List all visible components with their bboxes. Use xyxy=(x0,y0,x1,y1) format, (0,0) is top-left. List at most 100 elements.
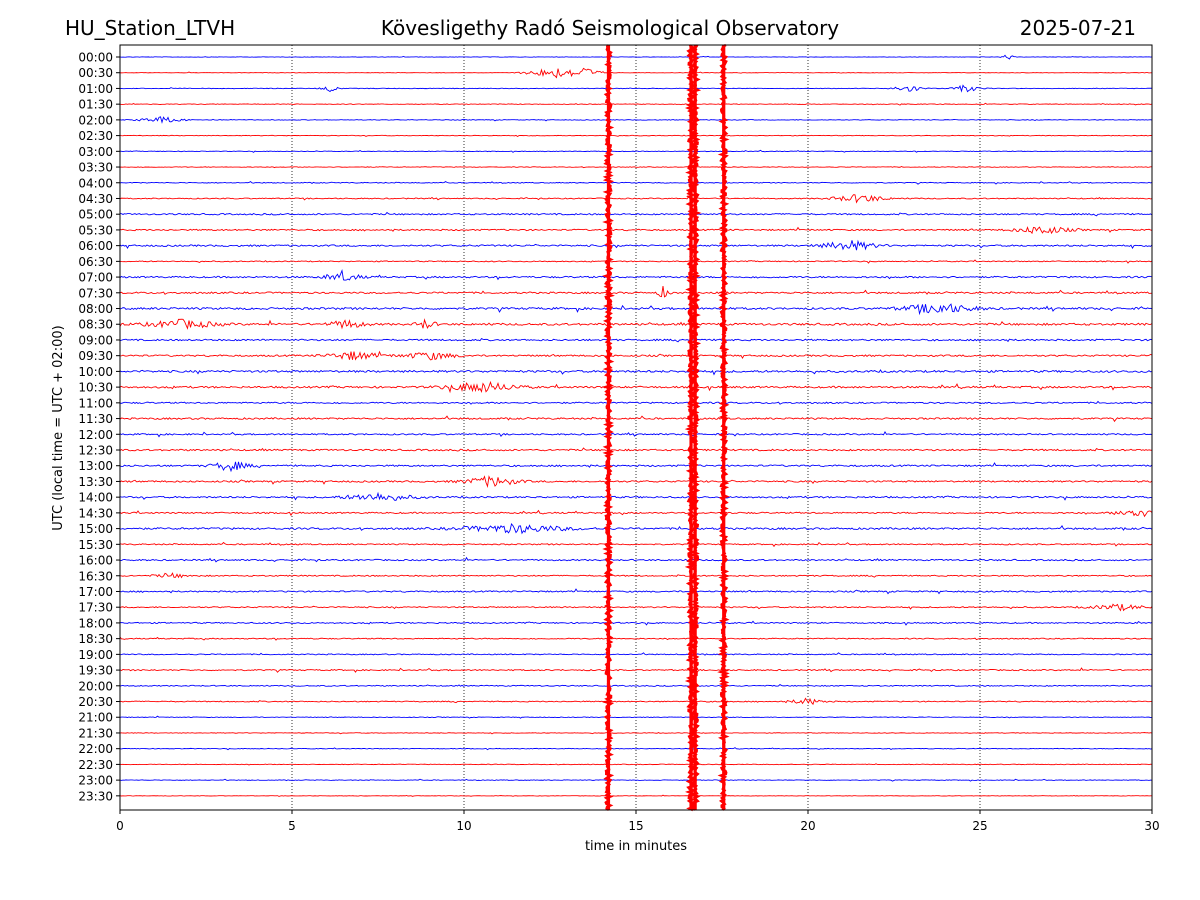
trace-row-0500 xyxy=(119,211,1153,217)
trace-row-0700 xyxy=(119,269,1153,281)
trace-row-0230 xyxy=(119,134,1153,138)
trace-row-2200 xyxy=(119,747,1153,751)
y-tick-label: 04:30 xyxy=(78,192,113,206)
y-tick-label: 09:00 xyxy=(78,333,113,347)
x-axis-label: time in minutes xyxy=(585,839,687,854)
y-tick-label: 23:00 xyxy=(78,774,113,788)
trace-row-2030 xyxy=(119,697,1153,706)
trace-row-0900 xyxy=(119,338,1153,343)
trace-row-1730 xyxy=(119,603,1153,612)
x-tick-label: 10 xyxy=(456,819,471,833)
x-tick-label: 15 xyxy=(628,819,643,833)
y-tick-label: 11:00 xyxy=(78,396,113,410)
y-tick-label: 13:00 xyxy=(78,459,113,473)
saturation-bands-layer xyxy=(602,43,730,812)
y-tick-label: 10:30 xyxy=(78,381,113,395)
trace-row-0800 xyxy=(119,303,1153,316)
trace-row-1100 xyxy=(119,400,1153,405)
y-tick-label: 06:00 xyxy=(78,239,113,253)
y-tick-label: 01:30 xyxy=(78,98,113,112)
y-tick-label: 02:30 xyxy=(78,129,113,143)
y-axis-label: UTC (local time = UTC + 02:00) xyxy=(51,325,66,530)
y-tick-label: 02:00 xyxy=(78,113,113,127)
trace-row-1400 xyxy=(119,491,1153,501)
trace-row-1530 xyxy=(119,541,1153,548)
trace-row-1030 xyxy=(119,380,1153,394)
y-tick-label: 22:30 xyxy=(78,758,113,772)
trace-row-0030 xyxy=(119,67,1153,79)
y-tick-label: 05:30 xyxy=(78,223,113,237)
trace-row-1230 xyxy=(119,447,1153,452)
trace-row-1000 xyxy=(119,369,1153,376)
trace-row-0300 xyxy=(119,149,1153,153)
y-tick-label: 19:00 xyxy=(78,648,113,662)
trace-row-0330 xyxy=(119,165,1153,169)
y-tick-label: 00:30 xyxy=(78,66,113,80)
trace-row-1430 xyxy=(119,509,1153,518)
trace-row-0830 xyxy=(119,318,1153,330)
trace-row-1300 xyxy=(119,461,1153,473)
y-tick-label: 18:30 xyxy=(78,632,113,646)
date-title: 2025-07-21 xyxy=(1020,16,1136,40)
y-tick-label: 17:00 xyxy=(78,585,113,599)
trace-row-0730 xyxy=(119,286,1153,298)
trace-row-0600 xyxy=(119,239,1153,251)
y-tick-label: 19:30 xyxy=(78,664,113,678)
y-tick-label: 08:30 xyxy=(78,318,113,332)
y-tick-label: 03:30 xyxy=(78,161,113,175)
trace-row-0530 xyxy=(119,226,1153,235)
trace-row-0100 xyxy=(119,84,1153,93)
trace-row-2000 xyxy=(119,684,1153,687)
y-tick-label: 21:30 xyxy=(78,726,113,740)
trace-row-1900 xyxy=(119,652,1153,656)
y-tick-label: 14:30 xyxy=(78,506,113,520)
x-tick-label: 0 xyxy=(116,819,124,833)
y-tick-label: 16:30 xyxy=(78,569,113,583)
station-title: HU_Station_LTVH xyxy=(65,16,235,40)
trace-row-1330 xyxy=(119,475,1153,489)
chart-title: Kövesligethy Radó Seismological Observat… xyxy=(381,16,839,40)
y-tick-label: 16:00 xyxy=(78,554,113,568)
y-tick-label: 05:00 xyxy=(78,208,113,222)
trace-row-2300 xyxy=(119,778,1153,782)
trace-row-2330 xyxy=(119,794,1153,797)
y-tick-label: 12:00 xyxy=(78,428,113,442)
trace-row-1800 xyxy=(119,620,1153,626)
x-tick-label: 20 xyxy=(800,819,815,833)
trace-row-2130 xyxy=(119,732,1153,735)
x-tick-label: 5 xyxy=(288,819,296,833)
trace-row-0430 xyxy=(119,194,1153,204)
y-tick-label: 13:30 xyxy=(78,475,113,489)
y-tick-label: 12:30 xyxy=(78,444,113,458)
traces-layer xyxy=(119,54,1153,797)
y-tick-label: 14:00 xyxy=(78,491,113,505)
y-tick-label: 07:30 xyxy=(78,286,113,300)
trace-row-1200 xyxy=(119,431,1153,438)
x-tick-label: 25 xyxy=(972,819,987,833)
trace-row-0630 xyxy=(119,259,1153,264)
y-tick-label: 06:30 xyxy=(78,255,113,269)
trace-row-1830 xyxy=(119,636,1153,641)
y-tick-label: 18:00 xyxy=(78,616,113,630)
trace-row-1630 xyxy=(119,572,1153,579)
y-tick-label: 09:30 xyxy=(78,349,113,363)
y-tick-label: 22:00 xyxy=(78,742,113,756)
trace-row-1600 xyxy=(119,556,1153,563)
trace-row-1130 xyxy=(119,415,1153,423)
trace-row-1930 xyxy=(119,667,1153,673)
trace-row-0000 xyxy=(119,54,1153,60)
y-tick-label: 20:30 xyxy=(78,695,113,709)
y-tick-label: 07:00 xyxy=(78,271,113,285)
trace-row-0130 xyxy=(119,102,1153,106)
y-tick-label: 00:00 xyxy=(78,51,113,65)
trace-row-1700 xyxy=(119,588,1153,595)
y-tick-label: 01:00 xyxy=(78,82,113,96)
y-tick-label: 04:00 xyxy=(78,176,113,190)
plot-area xyxy=(120,45,1152,810)
y-tick-label: 23:30 xyxy=(78,789,113,803)
y-tick-label: 21:00 xyxy=(78,711,113,725)
trace-row-0200 xyxy=(119,116,1153,124)
trace-row-0400 xyxy=(119,181,1153,185)
y-tick-label: 11:30 xyxy=(78,412,113,426)
